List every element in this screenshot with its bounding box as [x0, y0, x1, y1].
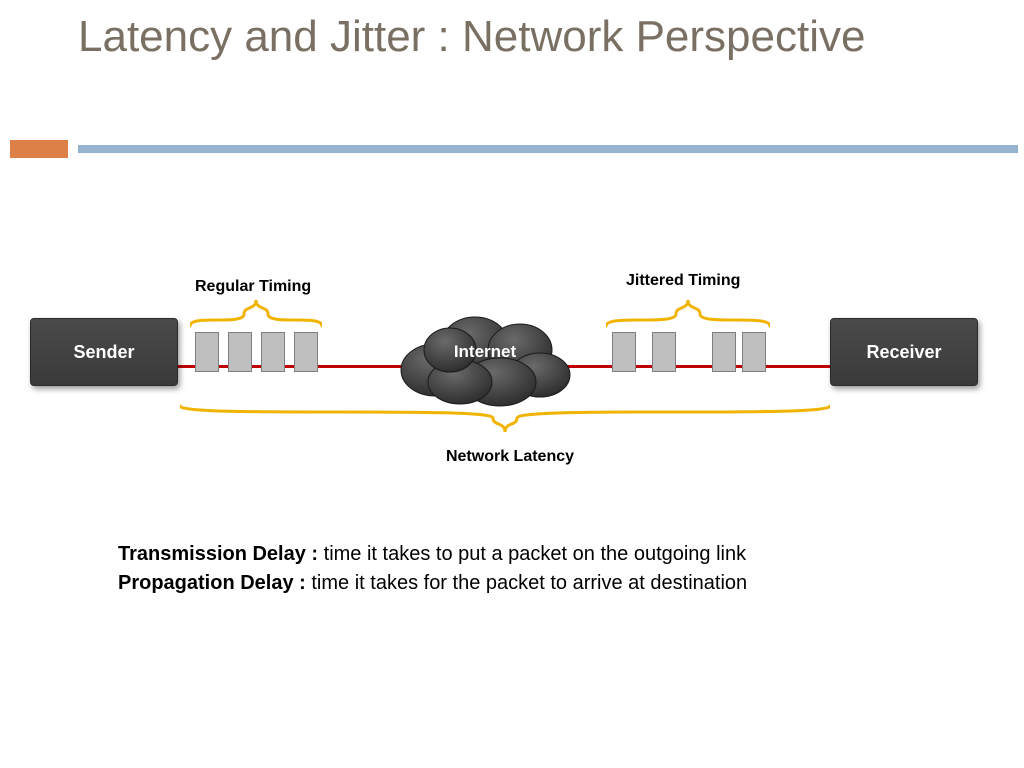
packet	[195, 332, 219, 372]
regular-timing-label: Regular Timing	[195, 278, 311, 296]
receiver-label: Receiver	[866, 342, 941, 363]
packet	[742, 332, 766, 372]
definition-row: Propagation Delay : time it takes for th…	[118, 569, 918, 598]
sender-label: Sender	[73, 342, 134, 363]
definitions-block: Transmission Delay : time it takes to pu…	[118, 540, 918, 598]
packet	[261, 332, 285, 372]
definition-row: Transmission Delay : time it takes to pu…	[118, 540, 918, 569]
packet	[712, 332, 736, 372]
divider-accent-orange	[10, 140, 68, 158]
internet-cloud: Internet	[390, 300, 580, 410]
network-latency-brace	[180, 400, 830, 434]
packet	[652, 332, 676, 372]
network-latency-label: Network Latency	[30, 448, 990, 466]
packet	[228, 332, 252, 372]
regular-timing-brace	[190, 298, 322, 332]
sender-node: Sender	[30, 318, 178, 386]
network-diagram: Sender Internet R	[30, 270, 990, 470]
definition-term: Transmission Delay :	[118, 543, 324, 565]
definition-text: time it takes for the packet to arrive a…	[311, 572, 747, 594]
link-line-right	[550, 365, 830, 368]
slide-title: Latency and Jitter : Network Perspective	[78, 8, 865, 65]
receiver-node: Receiver	[830, 318, 978, 386]
jittered-timing-brace	[606, 298, 770, 332]
definition-text: time it takes to put a packet on the out…	[324, 543, 746, 565]
definition-term: Propagation Delay :	[118, 572, 311, 594]
divider-accent-blue	[78, 145, 1018, 153]
cloud-label: Internet	[390, 342, 580, 362]
packet	[612, 332, 636, 372]
jittered-timing-label: Jittered Timing	[626, 272, 740, 290]
packet	[294, 332, 318, 372]
divider-bar	[0, 140, 1024, 158]
